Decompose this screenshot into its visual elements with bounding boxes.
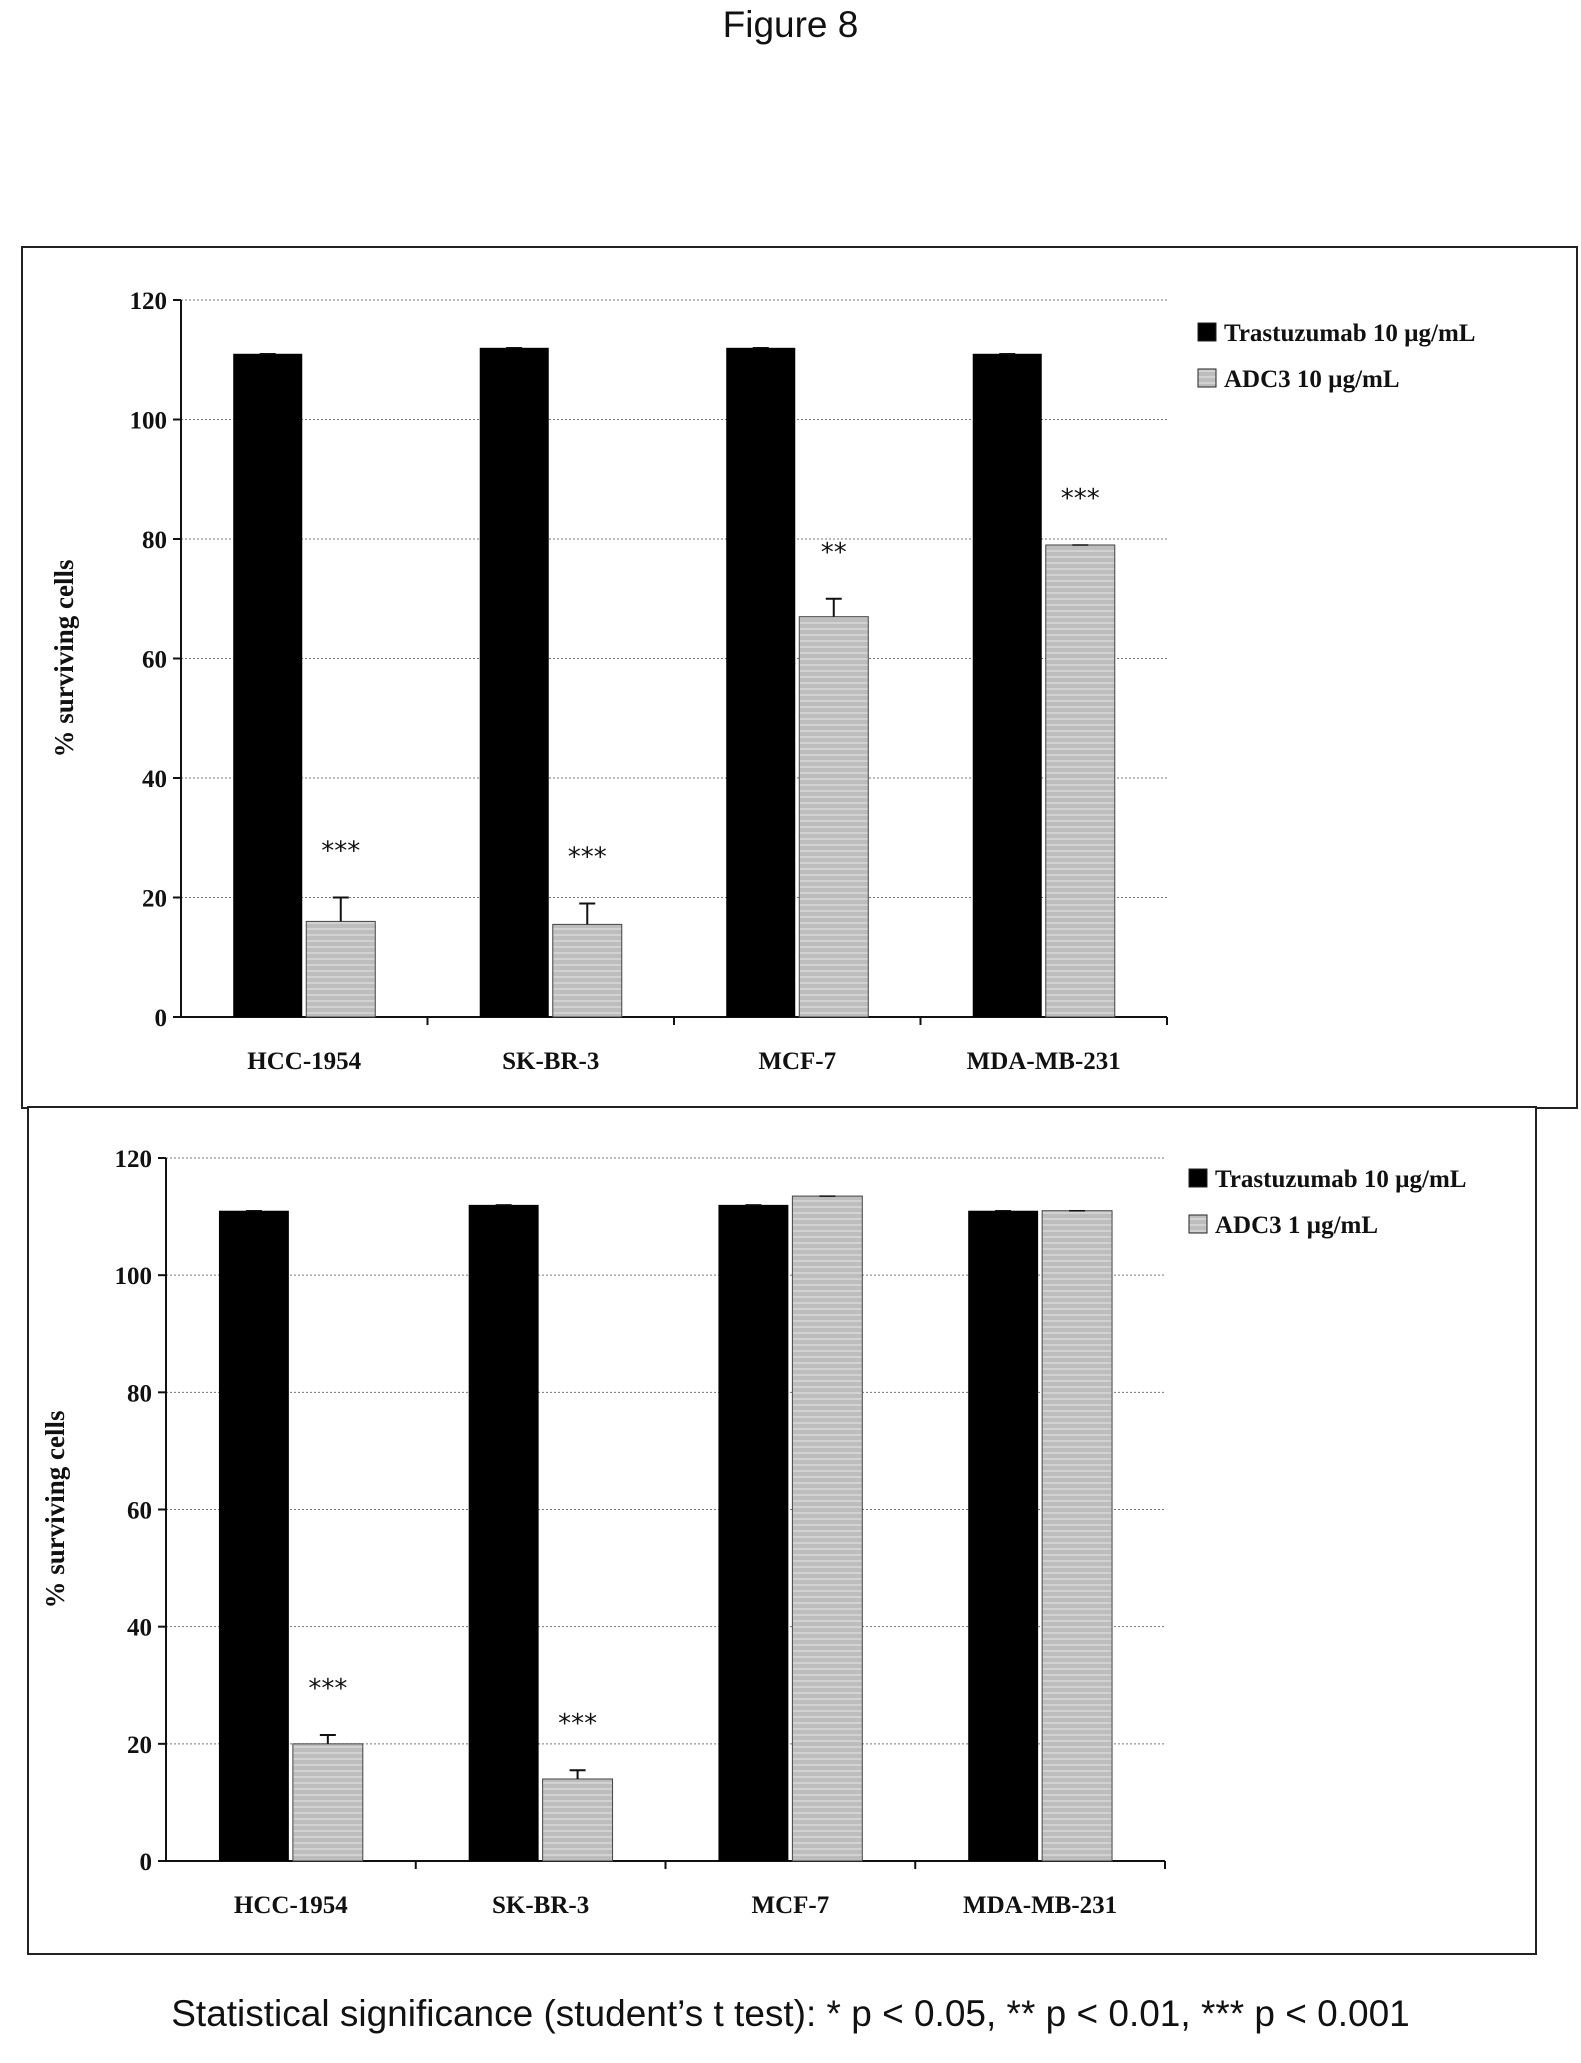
y-tick-label: 100 — [115, 1263, 153, 1290]
bar-chart-1: 0 20 40 60 80 100 120 % surviving cells HCC-1954… — [49, 288, 1475, 1075]
chart-panel-2: 0 20 40 60 80 100 120 % surviving cells HCC-1954… — [27, 1106, 1537, 1955]
x-tick-label: SK-BR-3 — [492, 1892, 589, 1919]
y-tick-label: 20 — [142, 886, 167, 913]
significance-label: *** — [1061, 484, 1100, 514]
bar-adc3 — [305, 920, 376, 1018]
legend-label: Trastuzumab 10 µg/mL — [1224, 320, 1475, 347]
bar-adc3 — [798, 616, 869, 1018]
y-tick-label: 40 — [142, 766, 167, 793]
legend-label: Trastuzumab 10 µg/mL — [1215, 1166, 1466, 1193]
x-tick-label: SK-BR-3 — [502, 1048, 599, 1075]
x-tick-label: MCF-7 — [758, 1048, 836, 1075]
y-tick-label: 120 — [130, 288, 168, 315]
legend-label: ADC3 10 µg/mL — [1224, 366, 1400, 393]
legend-swatch-trastuzumab — [1197, 322, 1217, 342]
y-tick-label: 100 — [130, 408, 168, 435]
significance-label: *** — [308, 1674, 347, 1704]
y-tick-label: 60 — [142, 647, 167, 674]
bar-trastuzumab — [233, 353, 303, 1017]
legend-swatch-adc3 — [1197, 368, 1217, 388]
y-tick-label: 80 — [142, 527, 167, 554]
x-tick-label: HCC-1954 — [247, 1048, 361, 1075]
chart-panel-1: 0 20 40 60 80 100 120 % surviving cells HCC-1954… — [21, 246, 1578, 1109]
x-tick-label: HCC-1954 — [234, 1892, 348, 1919]
legend-swatch-adc3 — [1188, 1214, 1208, 1234]
figure-title: Figure 8 — [722, 4, 859, 45]
significance-label: ** — [821, 538, 847, 568]
significance-label: *** — [321, 837, 360, 867]
bar-trastuzumab — [718, 1204, 789, 1861]
y-axis-label: % surviving cells — [40, 1410, 70, 1608]
x-tick-label: MCF-7 — [752, 1892, 830, 1919]
bar-adc3 — [791, 1195, 863, 1862]
bar-trastuzumab — [972, 353, 1042, 1017]
bar-trastuzumab — [468, 1204, 539, 1861]
bar-adc3 — [1041, 1210, 1113, 1862]
bar-trastuzumab — [218, 1210, 289, 1861]
legend-swatch-trastuzumab — [1188, 1168, 1208, 1188]
bar-adc3 — [1045, 544, 1116, 1018]
y-tick-label: 80 — [127, 1380, 152, 1407]
x-tick-label: MDA-MB-231 — [967, 1048, 1121, 1075]
bar-trastuzumab — [968, 1210, 1039, 1861]
significance-label: *** — [568, 842, 607, 872]
bar-trastuzumab — [479, 347, 549, 1017]
y-tick-label: 60 — [127, 1498, 152, 1525]
y-tick-label: 20 — [127, 1732, 152, 1759]
bar-adc3 — [552, 923, 623, 1018]
bar-adc3 — [542, 1778, 614, 1862]
y-axis-label: % surviving cells — [49, 559, 79, 757]
y-tick-label: 0 — [140, 1849, 153, 1876]
bar-chart-2: 0 20 40 60 80 100 120 % surviving cells HCC-1954… — [40, 1146, 1466, 1919]
y-tick-label: 40 — [127, 1615, 152, 1642]
y-tick-label: 0 — [155, 1005, 168, 1032]
significance-label: *** — [558, 1709, 597, 1739]
legend-label: ADC3 1 µg/mL — [1215, 1212, 1378, 1239]
x-tick-label: MDA-MB-231 — [963, 1892, 1117, 1919]
bar-trastuzumab — [726, 347, 796, 1017]
bar-adc3 — [292, 1743, 364, 1862]
significance-footnote: Statistical significance (student’s t te… — [171, 1993, 1410, 2034]
y-tick-label: 120 — [115, 1146, 153, 1173]
